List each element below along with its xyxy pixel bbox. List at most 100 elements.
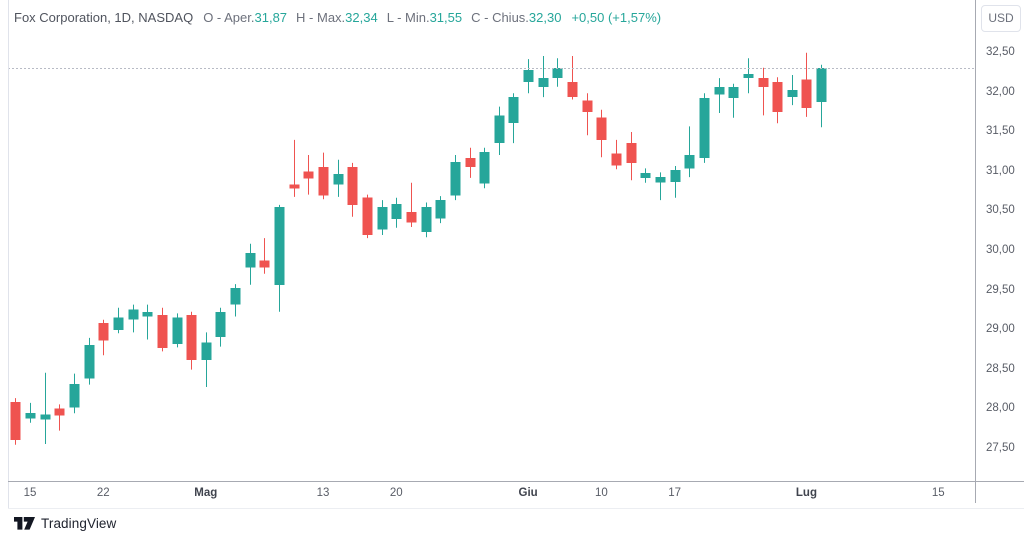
price-tick-label: 27,50 [986, 442, 1015, 454]
candle [772, 77, 783, 124]
candle [567, 56, 578, 100]
price-tick-label: 30,50 [986, 204, 1015, 217]
chart-left-border [8, 0, 9, 508]
time-axis-separator [8, 481, 1024, 482]
candle [245, 243, 256, 285]
candle [611, 139, 622, 170]
candle [362, 194, 373, 239]
candle [816, 64, 827, 128]
ohlc-label: O - Aper. [203, 10, 255, 25]
candle [84, 337, 95, 385]
candle [728, 83, 739, 118]
price-axis[interactable]: USD 32,50 32,00 31,50 31,00 30,50 30,00 29,50 2… [976, 0, 1024, 503]
candle [450, 155, 461, 201]
candle [743, 58, 754, 94]
candle [494, 106, 505, 155]
candle [54, 404, 65, 431]
price-tick-label: 30,00 [986, 244, 1015, 256]
symbol-title: Fox Corporation, 1D, NASDAQ [14, 10, 194, 25]
candle [655, 172, 666, 201]
candle [10, 398, 21, 445]
candle [347, 162, 358, 217]
ohlc-label: C - Chius. [471, 10, 529, 25]
candle [421, 202, 432, 238]
time-tick-label: 22 [96, 487, 110, 499]
time-tick-month-label: Mag [194, 487, 218, 499]
candle [684, 126, 695, 178]
candle [201, 332, 212, 387]
price-tick-label: 32,00 [986, 85, 1015, 98]
candle [172, 313, 183, 348]
price-tick-label: 31,50 [986, 125, 1015, 138]
time-tick-label: 20 [389, 487, 403, 499]
candle [538, 56, 549, 98]
ohlc-label: H - Max. [296, 10, 346, 25]
candle [25, 402, 36, 423]
ohlc-value: 32,30 [528, 10, 562, 25]
price-tick-label: 32,50 [986, 46, 1015, 58]
candle [215, 307, 226, 347]
price-tick-label: 28,50 [986, 362, 1015, 375]
candle [69, 373, 80, 414]
ohlc-values: O - Aper.31,87 H - Max.32,34 L - Min.31,55… [203, 10, 570, 25]
candle [626, 132, 637, 181]
candle [318, 152, 329, 200]
candle [40, 372, 51, 444]
time-tick-label: 15 [931, 487, 945, 499]
tradingview-logo-icon [14, 516, 35, 530]
time-tick-month-label: Giu [518, 487, 538, 499]
currency-button[interactable]: USD [981, 5, 1021, 32]
time-axis[interactable]: 15 22 Mag 13 20 Giu 10 17 Lug 15 [8, 482, 975, 503]
price-tick-label: 28,00 [986, 402, 1015, 415]
candle [98, 319, 109, 356]
candle [259, 238, 270, 274]
widget-bottom-border [8, 508, 1024, 509]
candle [274, 204, 285, 312]
candle [714, 78, 725, 113]
candle [128, 304, 139, 333]
candle [508, 93, 519, 144]
candle [699, 93, 710, 163]
candle [465, 147, 476, 178]
time-tick-label: 15 [23, 487, 37, 499]
candle [230, 284, 241, 317]
candle [391, 197, 402, 228]
candle [406, 182, 417, 227]
candle [787, 75, 798, 106]
candle [640, 168, 651, 183]
price-tick-label: 29,50 [986, 283, 1015, 296]
candle [157, 307, 168, 352]
candle [670, 166, 681, 198]
candle [523, 59, 534, 94]
change-value: +0,50 (+1,57%) [571, 10, 662, 25]
candle [435, 196, 446, 224]
candle [596, 109, 607, 158]
tradingview-watermark[interactable]: TradingView [14, 514, 116, 532]
candle [333, 159, 344, 197]
chart-legend[interactable]: Fox Corporation, 1D, NASDAQ O - Aper.31,8… [14, 9, 661, 27]
ohlc-value: 31,87 [254, 10, 288, 25]
candle [552, 58, 563, 87]
time-tick-label: 10 [594, 487, 608, 499]
price-tick-label: 31,00 [986, 164, 1015, 177]
time-tick-month-label: Lug [795, 487, 817, 499]
candle [801, 52, 812, 117]
candle [377, 200, 388, 235]
candle [113, 307, 124, 334]
time-tick-label: 13 [316, 487, 330, 499]
ohlc-value: 31,55 [429, 10, 463, 25]
candle [142, 304, 153, 340]
candle [186, 311, 197, 370]
ohlc-label: L - Min. [386, 10, 430, 25]
candle [758, 67, 769, 116]
candle [582, 93, 593, 136]
candle [479, 147, 490, 189]
candle [289, 139, 300, 197]
candle [303, 155, 314, 195]
tradingview-logo-text: TradingView [41, 515, 117, 531]
ohlc-value: 32,34 [345, 10, 378, 25]
time-tick-label: 17 [668, 487, 681, 499]
price-axis-separator [975, 0, 976, 503]
